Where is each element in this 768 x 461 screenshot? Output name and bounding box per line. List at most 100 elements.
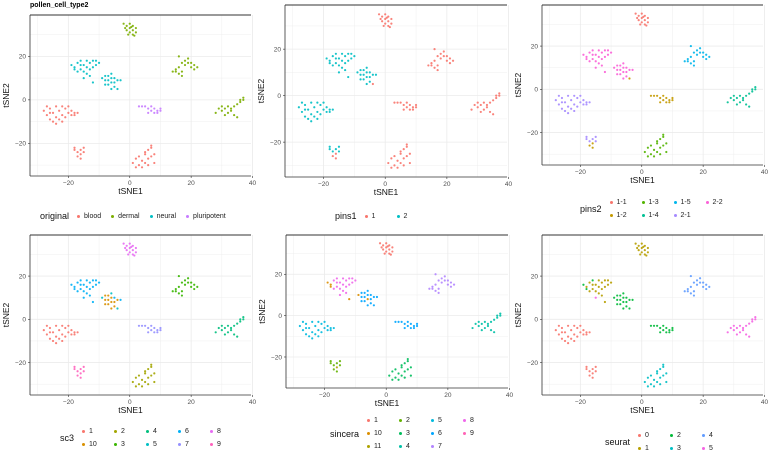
data-point-1: [390, 157, 393, 160]
legend-label: neural: [156, 212, 177, 220]
data-point-dermal: [229, 107, 233, 110]
data-point-1: [445, 59, 448, 62]
y-tick-label: 0: [278, 313, 282, 320]
data-point-1: [67, 331, 70, 334]
data-point-0: [585, 365, 588, 368]
data-point-dermal: [124, 26, 127, 30]
legend-dot-icon: [638, 447, 642, 450]
data-point-neural: [85, 59, 88, 62]
data-point-blood: [45, 113, 48, 117]
legend-label: 4: [709, 432, 713, 439]
data-point-0: [566, 335, 570, 338]
data-point-2: [297, 106, 300, 109]
data-point-1: [396, 166, 399, 169]
figure-title: pollen_cell_type2: [30, 2, 89, 9]
data-point-3: [662, 365, 665, 368]
data-point-1-3: [652, 148, 656, 151]
data-point-4: [477, 320, 480, 323]
data-point-1: [385, 16, 388, 19]
data-point-8: [345, 279, 348, 282]
data-point-3: [394, 368, 397, 371]
data-point-2: [137, 383, 141, 386]
legend-key-2-1: 2-1: [673, 212, 696, 219]
data-point-8: [354, 279, 357, 282]
legend-key-5: 5: [702, 445, 724, 452]
data-point-1: [642, 245, 645, 248]
data-point-neural: [91, 59, 95, 62]
data-point-1: [591, 283, 594, 286]
data-point-pluripotent: [159, 109, 162, 112]
data-point-1-2: [656, 94, 659, 97]
data-point-1: [45, 324, 48, 327]
legend-seurat: seurat 0 2 4 1 3 5: [605, 432, 724, 452]
data-point-3: [174, 290, 177, 293]
data-point-1: [433, 48, 436, 51]
data-point-8: [133, 254, 136, 257]
data-point-2: [331, 64, 334, 67]
data-point-neural: [88, 68, 91, 71]
legend-dot-icon: [702, 447, 706, 450]
legend-dot-icon: [641, 201, 645, 204]
data-point-4: [692, 281, 696, 284]
data-point-2-2: [622, 70, 625, 74]
data-point-1-5: [689, 62, 692, 65]
data-point-2: [332, 368, 335, 371]
data-point-1: [439, 57, 442, 60]
data-point-1: [391, 250, 394, 253]
legend-dot-icon: [367, 445, 371, 448]
data-point-2: [659, 326, 662, 330]
x-axis-title: tSNE1: [630, 405, 655, 415]
data-point-3: [171, 290, 174, 293]
data-point-3: [174, 287, 177, 291]
data-point-6: [372, 295, 375, 299]
data-point-dermal: [220, 105, 223, 108]
data-point-5: [304, 333, 308, 336]
data-point-3: [196, 285, 199, 288]
data-point-dermal: [133, 34, 136, 37]
data-point-0: [560, 326, 564, 330]
data-point-neural: [85, 66, 88, 69]
data-point-1-5: [689, 44, 692, 48]
data-point-2-1: [560, 107, 564, 110]
data-point-dermal: [186, 57, 190, 60]
scatter-panel-sc3: −20 0 20 40 −20 0 20 tSNE1 tSNE2: [1, 234, 257, 415]
data-point-4: [695, 279, 699, 282]
data-point-10: [366, 297, 369, 301]
data-point-blood: [48, 111, 52, 115]
data-point-dermal: [180, 61, 184, 64]
data-point-7: [434, 273, 437, 276]
data-point-1: [485, 103, 489, 107]
data-point-4: [217, 326, 220, 330]
legend-key-1-1: 1-1: [609, 199, 632, 206]
y-tick-label: −20: [270, 139, 281, 146]
data-point-dermal: [134, 26, 137, 30]
data-point-1: [640, 242, 643, 245]
x-tick-label: 0: [383, 181, 387, 188]
data-point-1-3: [662, 144, 665, 147]
data-point-6: [415, 322, 419, 326]
legend-key-blood: blood: [77, 213, 101, 220]
data-point-6: [82, 296, 85, 299]
data-point-2: [616, 298, 619, 301]
data-point-2: [147, 383, 150, 386]
data-point-blood: [51, 111, 55, 115]
data-point-blood: [76, 111, 79, 115]
data-point-2: [347, 59, 350, 62]
data-point-dermal: [128, 22, 131, 25]
data-point-8: [341, 289, 345, 292]
data-point-7: [446, 283, 449, 286]
data-point-1-1: [643, 19, 646, 22]
data-point-1: [479, 103, 482, 107]
data-point-10: [348, 297, 351, 301]
data-point-3: [665, 380, 668, 384]
data-point-2: [365, 75, 368, 79]
legend-label: 1-2: [616, 212, 627, 219]
data-point-5: [298, 324, 301, 328]
legend-key-3: 3: [114, 441, 136, 448]
data-point-2-1: [576, 105, 579, 108]
data-point-6: [363, 291, 366, 294]
legend-dot-icon: [178, 430, 182, 433]
data-point-blood: [73, 113, 76, 117]
data-point-8: [128, 251, 131, 254]
data-point-blood: [79, 153, 82, 156]
